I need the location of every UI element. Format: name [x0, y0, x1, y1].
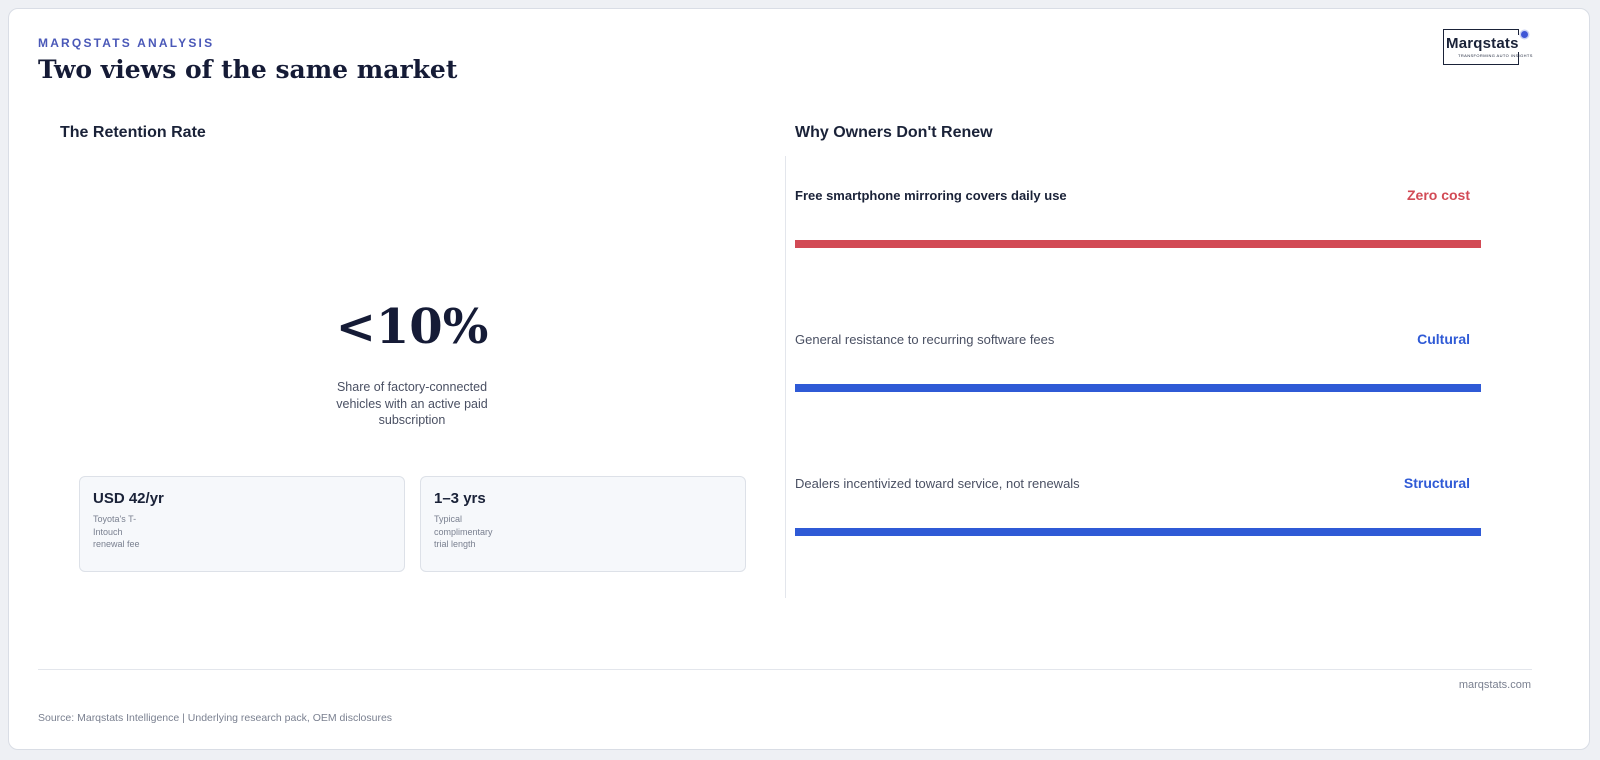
reason-bar-structural [795, 528, 1481, 536]
footer-divider [38, 669, 1532, 670]
stat-card-trial-length: 1–3 yrs Typical complimentary trial leng… [420, 476, 746, 572]
retention-big-stat: <10% [335, 299, 489, 355]
brand-logo: Marqstats TRANSFORMING AUTO INSIGHTS [1443, 29, 1532, 65]
reason-tag-structural: Structural [1403, 475, 1470, 491]
stat-card-label: Toyota's T-Intouch renewal fee [93, 514, 140, 549]
logo-dot-icon [1521, 31, 1528, 38]
logo-tagline: TRANSFORMING AUTO INSIGHTS [1458, 53, 1533, 58]
reason-bar-zero-cost [795, 240, 1481, 248]
stat-card-value: 1–3 yrs [434, 490, 486, 507]
reason-bar-cultural [795, 384, 1481, 392]
retention-section-title: The Retention Rate [60, 124, 206, 141]
logo-wordmark: Marqstats [1446, 35, 1521, 52]
stat-card-label: Typical complimentary trial length [434, 514, 493, 549]
slide-card: MARQSTATS ANALYSIS Two views of the same… [8, 8, 1590, 750]
section-divider [785, 156, 786, 598]
reason-text-structural: Dealers incentivized toward service, not… [795, 476, 1080, 491]
reason-tag-cultural: Cultural [1417, 331, 1470, 347]
renewal-section-title: Why Owners Don't Renew [795, 124, 993, 141]
retention-stat-description: Share of factory-connected vehicles with… [336, 380, 488, 427]
page-title: Two views of the same market [38, 55, 458, 84]
stat-card-renewal-fee: USD 42/yr Toyota's T-Intouch renewal fee [79, 476, 405, 572]
reason-tag-zero-cost: Zero cost [1406, 187, 1470, 203]
source-note: Source: Marqstats Intelligence | Underly… [38, 712, 393, 724]
reason-text-zero-cost: Free smartphone mirroring covers daily u… [795, 188, 1067, 203]
eyebrow-label: MARQSTATS ANALYSIS [38, 36, 215, 50]
stat-card-value: USD 42/yr [93, 490, 164, 507]
site-link[interactable]: marqstats.com [1458, 679, 1531, 691]
reason-text-cultural: General resistance to recurring software… [795, 332, 1055, 347]
